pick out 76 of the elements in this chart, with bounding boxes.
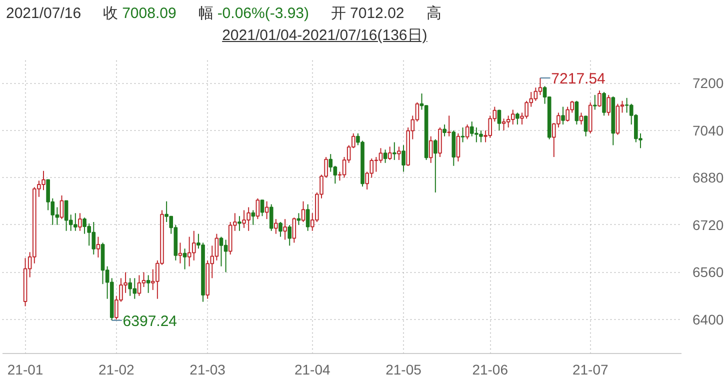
candlestick: [278, 222, 282, 238]
candlestick: [434, 138, 438, 193]
text: 7008.09: [122, 5, 176, 22]
y-tick-label: 6560: [692, 264, 724, 280]
text: 2021/07/16: [6, 5, 82, 22]
candlestick: [256, 198, 260, 220]
candlestick: [456, 132, 460, 162]
candlestick: [328, 154, 333, 172]
candlestick: [383, 149, 388, 164]
candlestick: [251, 210, 256, 226]
text: 收: [103, 5, 118, 22]
candlestick: [574, 100, 579, 126]
candlestick: [260, 199, 264, 217]
candlestick: [392, 142, 396, 160]
candlestick: [192, 230, 196, 261]
annotation: 6397.24: [122, 312, 178, 330]
candlestick: [497, 109, 502, 131]
candlestick: [502, 118, 506, 131]
x-tick-label: 21-02: [98, 362, 135, 378]
text: 高: [426, 5, 442, 22]
x-tick-label: 21-04: [294, 362, 330, 378]
candlestick: [182, 248, 187, 270]
candlestick: [269, 204, 274, 232]
candlestick: [510, 109, 515, 126]
candlestick: [465, 124, 470, 140]
candlestick: [561, 106, 565, 126]
candlestick: [96, 236, 100, 258]
candlestick: [397, 146, 401, 160]
x-tick-label: 21-07: [572, 362, 608, 378]
y-tick-label: 6720: [692, 216, 724, 233]
candlestick: [402, 144, 406, 172]
text: -0.06%(-3.93): [217, 5, 310, 22]
candlestick: [538, 77, 542, 96]
candlestick: [378, 148, 383, 164]
candlestick: [264, 200, 269, 220]
candlestick: [238, 216, 242, 232]
y-tick-label: 7040: [692, 122, 724, 138]
candlestick: [128, 278, 132, 296]
x-tick-label: 21-06: [472, 362, 508, 378]
candlestick: [292, 217, 296, 244]
candlestick: [593, 94, 597, 110]
candlestick: [301, 200, 306, 223]
annotation: 7217.54: [551, 70, 606, 88]
text: 幅: [198, 5, 214, 22]
candlestick: [78, 212, 82, 232]
candlestick: [283, 218, 287, 240]
y-tick-label: 6880: [692, 170, 724, 186]
candlestick: [602, 92, 606, 116]
candlestick: [460, 126, 465, 143]
candlestick: [60, 194, 64, 220]
candlestick: [438, 126, 442, 158]
text: 7012.02: [350, 5, 404, 22]
x-tick-label: 21-05: [386, 362, 422, 378]
candlestick: [137, 274, 142, 296]
candlestick: [288, 224, 292, 246]
candlestick: [224, 239, 228, 273]
candlestick: [447, 115, 452, 137]
candlestick: [579, 112, 584, 126]
text: 2021/01/04-2021/07/16(136日): [221, 26, 428, 46]
candlestick: [606, 94, 610, 116]
candlestick: [584, 115, 588, 137]
y-tick-label: 6400: [692, 312, 724, 328]
candlestick: [146, 274, 150, 294]
candlestick: [388, 146, 392, 160]
candlestick: [178, 242, 182, 264]
candlestick: [274, 218, 278, 234]
candlestick: [442, 124, 446, 137]
candlestick: [428, 136, 433, 164]
candlestick: [306, 204, 310, 232]
candlestick: [598, 90, 602, 108]
y-tick-label: 7200: [692, 75, 724, 92]
x-tick-label: 21-03: [190, 362, 226, 378]
candlestick: [516, 112, 520, 126]
text: 开: [331, 5, 346, 22]
candlestick: [219, 236, 224, 267]
x-tick-label: 21-01: [7, 362, 44, 378]
